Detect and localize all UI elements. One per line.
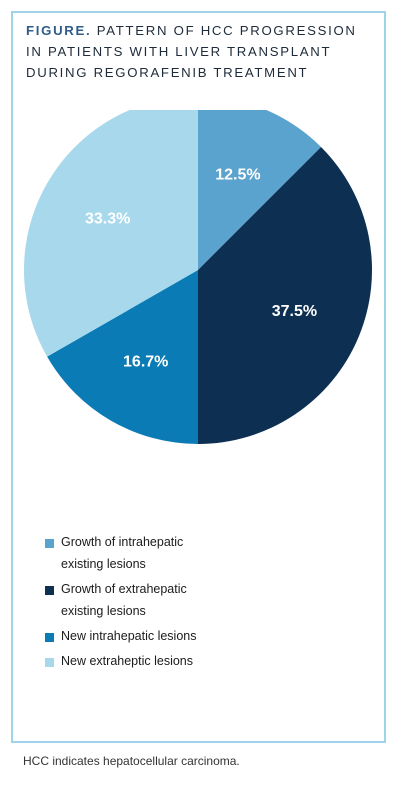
pie-slice-label-1: 12.5%: [215, 167, 260, 184]
figure-panel: [11, 11, 386, 743]
legend-label-2: Growth of extrahepatic existing lesions: [61, 582, 187, 618]
pie-slice-1: [198, 110, 322, 270]
legend-swatch-4: [45, 658, 54, 667]
pie-slice-label-2: 37.5%: [272, 303, 317, 320]
legend-label-3: New intrahepatic lesions: [61, 629, 197, 643]
legend-item-4: New extraheptic lesions: [45, 654, 365, 672]
legend-swatch-3: [45, 633, 54, 642]
pie-chart: 12.5% 37.5% 16.7% 33.3%: [24, 110, 372, 444]
legend-label-4: New extraheptic lesions: [61, 654, 194, 668]
figure-title-lead: FIGURE.: [26, 23, 92, 38]
legend-item-2: Growth of extrahepatic existing lesions: [45, 582, 365, 622]
legend: Growth of intrahepatic existing lesions G…: [45, 535, 365, 679]
pie-slice-4: [24, 110, 198, 357]
footnote: HCC indicates hepatocellular carcinoma.: [23, 754, 240, 768]
pie-slice-label-4: 33.3%: [85, 211, 130, 228]
legend-swatch-2: [45, 586, 54, 595]
pie-slice-2: [198, 146, 372, 444]
figure-title: FIGURE. PATTERN OF HCC PROGRESSION IN PA…: [26, 20, 371, 83]
legend-label-1: Growth of intrahepatic existing lesions: [61, 535, 184, 571]
legend-swatch-1: [45, 539, 54, 548]
pie-slice-3: [47, 270, 198, 444]
legend-item-3: New intrahepatic lesions: [45, 629, 365, 647]
figure-title-text: PATTERN OF HCC PROGRESSION IN PATIENTS W…: [26, 23, 357, 80]
pie-slice-label-3: 16.7%: [123, 353, 168, 370]
legend-item-1: Growth of intrahepatic existing lesions: [45, 535, 365, 575]
